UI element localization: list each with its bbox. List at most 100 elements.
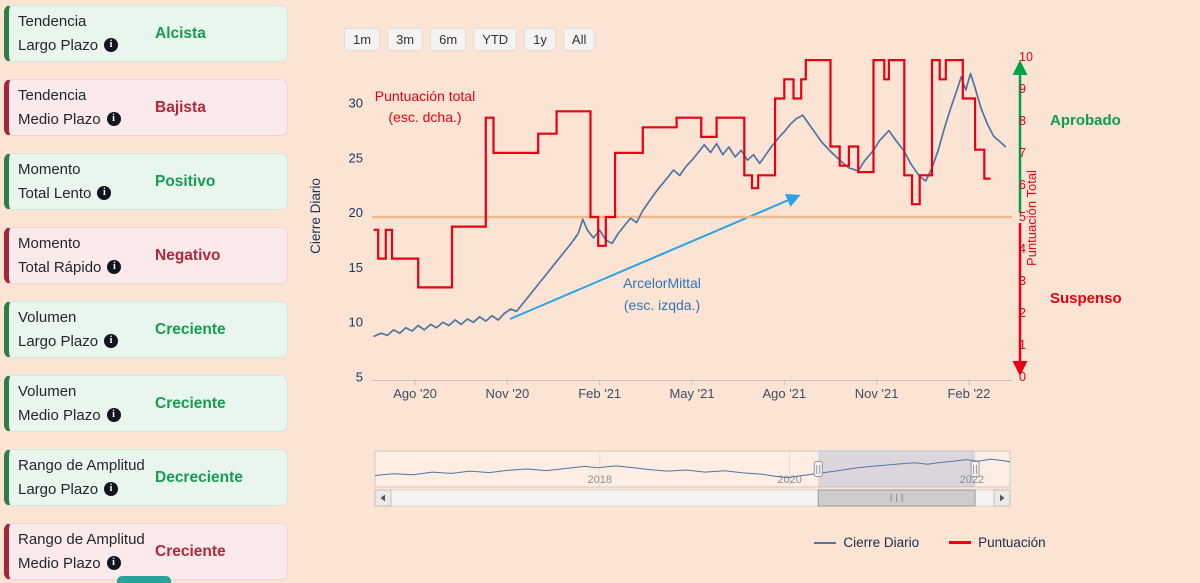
indicator-value: Negativo xyxy=(155,246,221,264)
legend-label: Puntuación xyxy=(978,535,1046,550)
indicator-value: Creciente xyxy=(155,542,226,560)
indicator-title: Tendencia xyxy=(18,12,87,30)
indicator-sidebar: Tendencia Largo Plazo Alcista Tendencia … xyxy=(4,5,288,580)
navigator-series xyxy=(374,458,1011,479)
y-axis-right-tick: 6 xyxy=(1019,178,1026,192)
partially-visible-button[interactable] xyxy=(117,576,171,583)
info-icon[interactable] xyxy=(104,37,119,52)
y-axis-right-tick: 1 xyxy=(1019,338,1026,352)
indicator-value: Creciente xyxy=(155,320,226,338)
legend-label: Cierre Diario xyxy=(843,535,920,550)
indicator-value: Positivo xyxy=(155,172,216,190)
legend-item-puntuacion[interactable]: Puntuación xyxy=(949,535,1046,550)
indicator-card-momento-rapido: Momento Total Rápido Negativo xyxy=(4,227,288,284)
y-axis-right-tick: 3 xyxy=(1019,274,1026,288)
info-icon[interactable] xyxy=(104,333,119,348)
x-axis-label: Feb '22 xyxy=(947,386,990,401)
indicator-card-volumen-largo: Volumen Largo Plazo Creciente xyxy=(4,301,288,358)
y-axis-right-tick: 10 xyxy=(1019,50,1033,64)
info-icon[interactable] xyxy=(106,111,121,126)
indicator-title: Tendencia xyxy=(18,86,87,104)
indicator-card-rango-medio: Rango de Amplitud Medio Plazo Creciente xyxy=(4,523,288,580)
y-axis-right-tick: 5 xyxy=(1019,210,1026,224)
y-axis-right-tick: 8 xyxy=(1019,114,1026,128)
navigator-handle-right[interactable] xyxy=(970,461,980,477)
x-axis-label: Ago '20 xyxy=(393,386,437,401)
range-button-6m[interactable]: 6m xyxy=(430,28,467,51)
range-button-1y[interactable]: 1y xyxy=(524,28,556,51)
navigator-selection[interactable] xyxy=(818,451,976,487)
indicator-subtitle: Medio Plazo xyxy=(18,406,101,424)
y-axis-right-tick: 0 xyxy=(1019,370,1026,384)
indicator-card-tendencia-medio: Tendencia Medio Plazo Bajista xyxy=(4,79,288,136)
indicator-value: Decreciente xyxy=(155,468,243,486)
price-annotation-line2: (esc. izqda.) xyxy=(624,297,700,313)
indicator-subtitle: Medio Plazo xyxy=(18,554,101,572)
y-axis-left-tick: 30 xyxy=(349,96,363,111)
range-button-all[interactable]: All xyxy=(562,28,596,51)
score-line-icon xyxy=(949,541,972,544)
indicator-value: Creciente xyxy=(155,394,226,412)
indicator-subtitle: Total Lento xyxy=(18,184,92,202)
navigator-track[interactable] xyxy=(374,450,1011,488)
y-axis-right-tick: 9 xyxy=(1019,82,1026,96)
navigator-year-label: 2018 xyxy=(588,474,612,486)
y-axis-left-tick: 20 xyxy=(349,205,363,220)
indicator-title: Rango de Amplitud xyxy=(18,456,145,474)
info-icon[interactable] xyxy=(104,481,119,496)
range-selector: 1m 3m 6m YTD 1y All xyxy=(344,28,596,51)
scrollbar-right-arrow-icon xyxy=(1000,494,1005,502)
y-axis-right-tick: 4 xyxy=(1019,242,1026,256)
indicator-title: Rango de Amplitud xyxy=(18,530,145,548)
scrollbar-left-arrow-icon xyxy=(380,494,385,502)
y-axis-left-title: Cierre Diario xyxy=(308,178,323,254)
y-axis-left-tick: 10 xyxy=(349,315,363,330)
approved-label: Aprobado xyxy=(1050,112,1121,129)
info-icon[interactable] xyxy=(106,555,121,570)
x-axis-label: Nov '20 xyxy=(486,386,530,401)
indicator-value: Bajista xyxy=(155,98,206,116)
x-axis-label: Feb '21 xyxy=(578,386,621,401)
score-series[interactable] xyxy=(373,59,991,289)
info-icon[interactable] xyxy=(107,259,122,274)
failed-label: Suspenso xyxy=(1050,290,1122,307)
indicator-value: Alcista xyxy=(155,24,206,42)
navigator-year-label: 2022 xyxy=(960,474,984,486)
indicator-title: Momento xyxy=(18,160,81,178)
x-axis-label: Ago '21 xyxy=(762,386,806,401)
indicator-card-tendencia-largo: Tendencia Largo Plazo Alcista xyxy=(4,5,288,62)
score-annotation-line2: (esc. dcha.) xyxy=(388,109,461,125)
indicator-card-volumen-medio: Volumen Medio Plazo Creciente xyxy=(4,375,288,432)
navigator-handle-left[interactable] xyxy=(813,461,823,477)
indicator-card-momento-lento: Momento Total Lento Positivo xyxy=(4,153,288,210)
y-axis-right-tick: 2 xyxy=(1019,306,1026,320)
chart-legend: Cierre Diario Puntuación xyxy=(740,535,1120,550)
indicator-title: Volumen xyxy=(18,382,77,400)
range-button-ytd[interactable]: YTD xyxy=(473,28,518,51)
score-annotation-line1: Puntuación total xyxy=(375,88,475,104)
chart-panel: 1m 3m 6m YTD 1y All Cierre Diario Puntua… xyxy=(300,0,1200,583)
legend-item-cierre-diario[interactable]: Cierre Diario xyxy=(814,535,919,550)
y-axis-left-tick: 25 xyxy=(349,150,363,165)
indicator-title: Volumen xyxy=(18,308,77,326)
y-axis-left-tick: 15 xyxy=(349,260,363,275)
range-button-1m[interactable]: 1m xyxy=(344,28,381,51)
range-button-3m[interactable]: 3m xyxy=(387,28,424,51)
info-icon[interactable] xyxy=(97,185,112,200)
price-series[interactable] xyxy=(373,72,1007,338)
indicator-subtitle: Largo Plazo xyxy=(18,36,99,54)
info-icon[interactable] xyxy=(106,407,121,422)
indicator-subtitle: Largo Plazo xyxy=(18,480,99,498)
indicator-title: Momento xyxy=(18,234,81,252)
y-axis-right-tick: 7 xyxy=(1019,146,1026,160)
indicator-subtitle: Largo Plazo xyxy=(18,332,99,350)
y-axis-right-title: Puntuación Total xyxy=(1024,170,1039,266)
price-line-icon xyxy=(814,541,837,544)
indicator-card-rango-largo: Rango de Amplitud Largo Plazo Decrecient… xyxy=(4,449,288,506)
stock-chart: Cierre Diario Puntuación total (esc. dch… xyxy=(308,50,1122,507)
price-annotation-line1: ArcelorMittal xyxy=(623,275,701,291)
y-axis-left-tick: 5 xyxy=(356,370,363,385)
indicator-subtitle: Medio Plazo xyxy=(18,110,101,128)
indicator-subtitle: Total Rápido xyxy=(18,258,102,276)
x-axis-label: Nov '21 xyxy=(855,386,899,401)
